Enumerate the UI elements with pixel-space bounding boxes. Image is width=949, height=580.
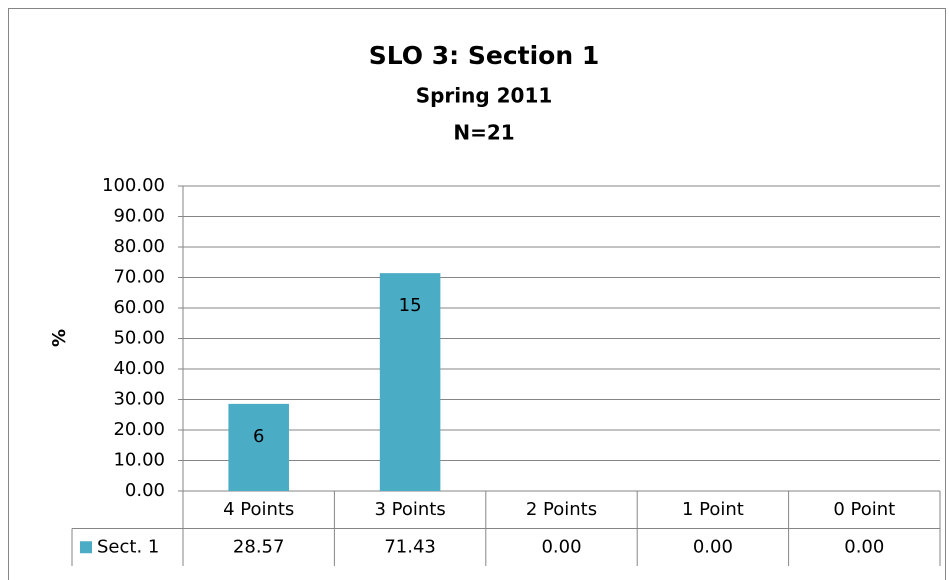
count-label: 15 [399,295,422,316]
chart-border [8,8,946,580]
bar [379,273,441,491]
y-tick-label: 40.00 [113,358,165,379]
y-tick-label: 0.00 [125,480,165,501]
y-tick-label: 50.00 [113,328,165,349]
x-tick-label: 4 Points [223,499,294,520]
y-tick-label: 60.00 [113,297,165,318]
table-value: 0.00 [693,536,733,557]
y-axis-label: % [49,329,70,347]
table-value: 28.57 [233,536,285,557]
y-tick-label: 70.00 [113,267,165,288]
x-tick-label: 0 Point [833,499,895,520]
y-tick-label: 100.00 [102,175,165,196]
y-tick-label: 20.00 [113,419,165,440]
y-tick-label: 90.00 [113,206,165,227]
chart-subtitle: Spring 2011 [416,84,553,108]
x-tick-label: 2 Points [526,499,597,520]
chart-title: SLO 3: Section 1 [369,41,599,70]
y-tick-label: 30.00 [113,389,165,410]
legend-swatch [80,541,92,554]
y-tick-label: 80.00 [113,236,165,257]
chart-note: N=21 [453,121,514,145]
x-tick-label: 3 Points [374,499,445,520]
table-value: 0.00 [541,536,581,557]
table-value: 71.43 [384,536,436,557]
count-label: 6 [253,426,264,447]
y-tick-label: 10.00 [113,450,165,471]
legend-label: Sect. 1 [97,536,159,557]
x-tick-label: 1 Point [682,499,744,520]
table-value: 0.00 [844,536,884,557]
bar [228,403,289,491]
